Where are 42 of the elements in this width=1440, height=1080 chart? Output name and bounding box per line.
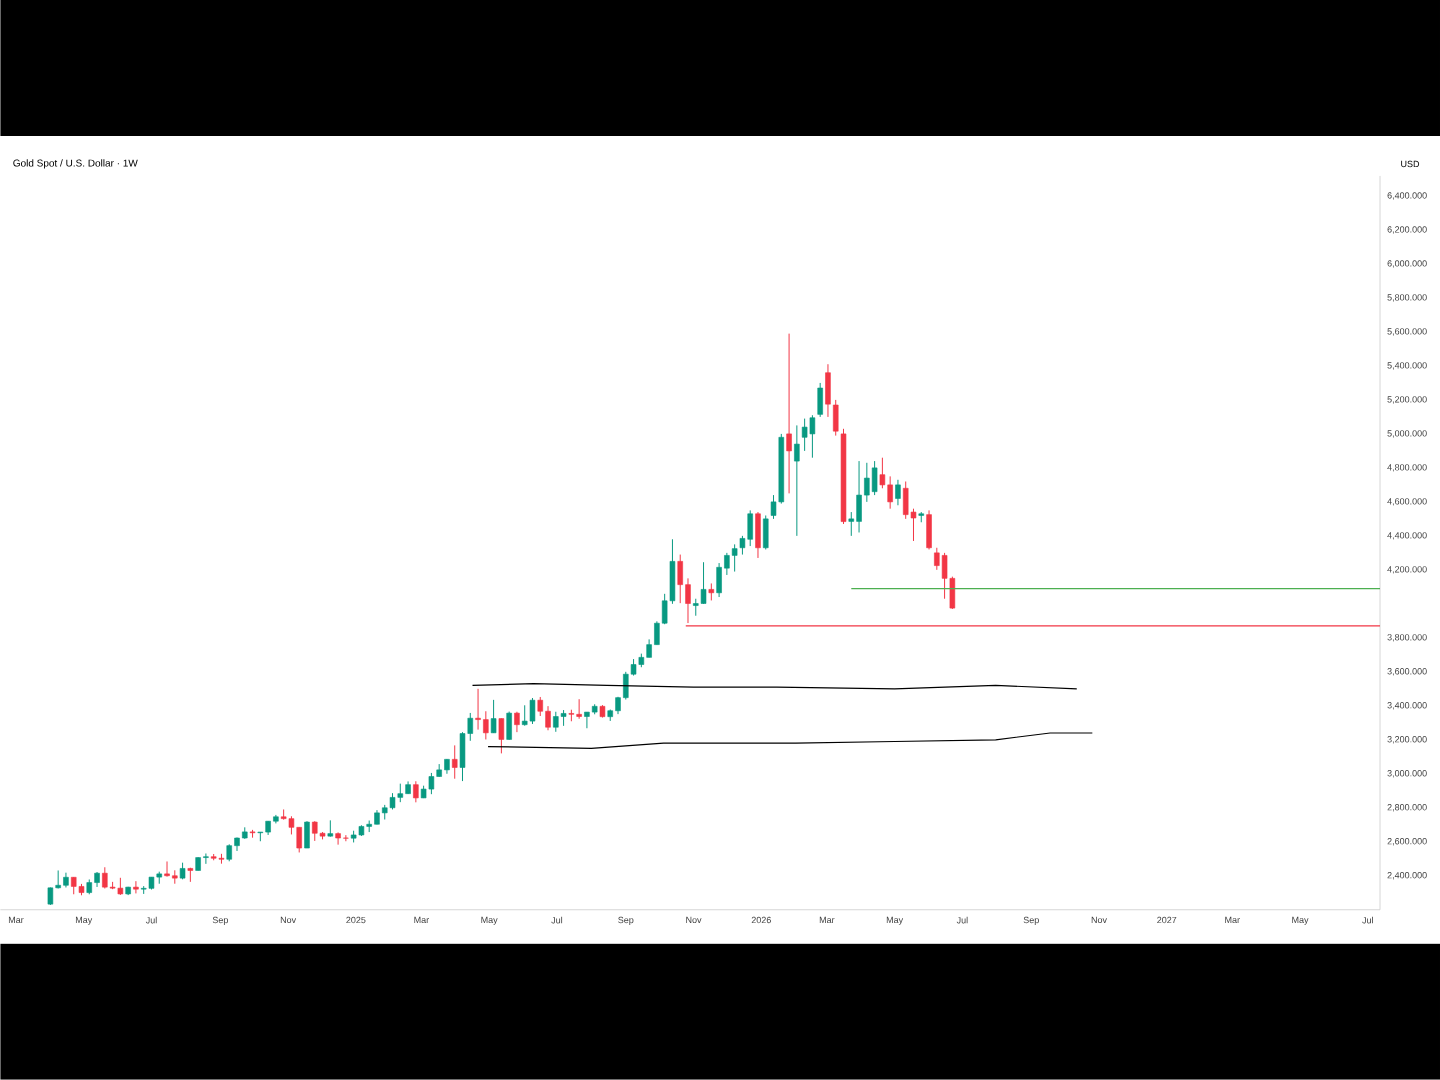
candlestick (887, 476, 893, 510)
candlestick (871, 460, 878, 496)
candlestick (164, 861, 170, 878)
candlestick (895, 479, 901, 506)
candlestick (428, 772, 435, 795)
candlestick (475, 688, 481, 731)
candlestick (716, 562, 722, 598)
candlestick (397, 783, 404, 803)
candlestick (934, 547, 940, 571)
candlestick (584, 711, 590, 729)
candlestick (755, 511, 761, 559)
candlestick (203, 853, 209, 865)
candlestick (490, 699, 497, 734)
candlestick (133, 880, 139, 895)
candlestick (545, 705, 551, 731)
candlestick (794, 425, 800, 537)
candlestick (304, 820, 310, 849)
candlestick (747, 510, 753, 547)
candlestick (451, 745, 458, 780)
candlestick (483, 710, 489, 741)
candlestick (413, 780, 419, 803)
candlestick (817, 382, 823, 418)
candlestick (335, 832, 341, 846)
candlestick (926, 510, 932, 551)
candlestick (576, 698, 582, 720)
line-series (487, 732, 1093, 750)
candlestick (902, 481, 909, 520)
candlestick (529, 697, 536, 725)
candlestick (786, 333, 792, 495)
candlestick (801, 418, 808, 452)
candlestick (296, 826, 302, 854)
candlestick (763, 515, 769, 551)
candlestick (677, 554, 683, 604)
candlestick (700, 561, 707, 605)
candlestick (731, 544, 738, 573)
candlestick (506, 711, 512, 741)
candlestick (498, 718, 505, 755)
candlestick (809, 414, 816, 459)
candlestick (553, 711, 559, 733)
candlestick (312, 820, 318, 842)
candlestick (856, 460, 862, 534)
candlestick (521, 704, 528, 727)
